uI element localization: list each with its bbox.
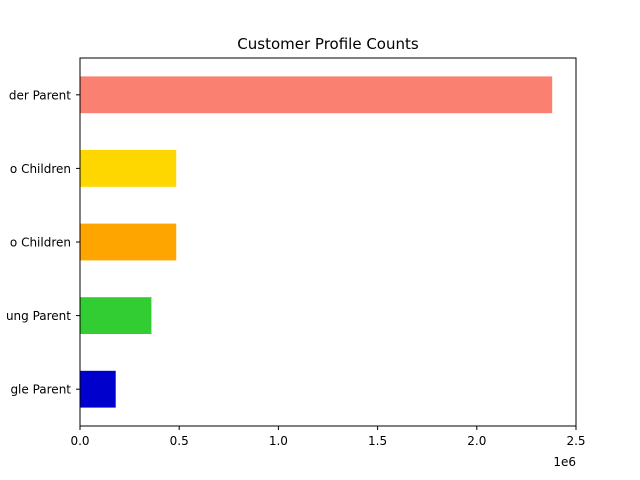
plot-frame bbox=[79, 57, 577, 427]
chart-title: Customer Profile Counts bbox=[237, 35, 419, 53]
x-tick-label-0: 0.0 bbox=[70, 434, 89, 448]
bar-4 bbox=[80, 76, 553, 114]
bar-1 bbox=[80, 297, 152, 334]
bar-3 bbox=[80, 150, 177, 187]
y-tick-label-2: o Children bbox=[10, 236, 71, 250]
x-tick-label-1: 0.5 bbox=[170, 434, 189, 448]
bars-group bbox=[80, 76, 553, 408]
bar-0 bbox=[80, 370, 116, 408]
x-tick-label-2: 1.0 bbox=[269, 434, 288, 448]
x-tick-label-4: 2.0 bbox=[467, 434, 486, 448]
x-tick-label-5: 2.5 bbox=[566, 434, 585, 448]
y-tick-label-1: ung Parent bbox=[6, 309, 71, 323]
y-tick-label-3: o Children bbox=[10, 162, 71, 176]
y-tick-label-4: der Parent bbox=[9, 88, 71, 102]
y-axis-ticks: gle Parent ung Parent o Children o Children… bbox=[6, 88, 80, 397]
y-tick-label-0: gle Parent bbox=[10, 383, 71, 397]
x-axis-offset-label: 1e6 bbox=[553, 455, 576, 469]
x-axis-ticks: 0.0 0.5 1.0 1.5 2.0 2.5 bbox=[70, 426, 586, 448]
bar-2 bbox=[80, 223, 177, 261]
x-tick-label-3: 1.5 bbox=[368, 434, 387, 448]
